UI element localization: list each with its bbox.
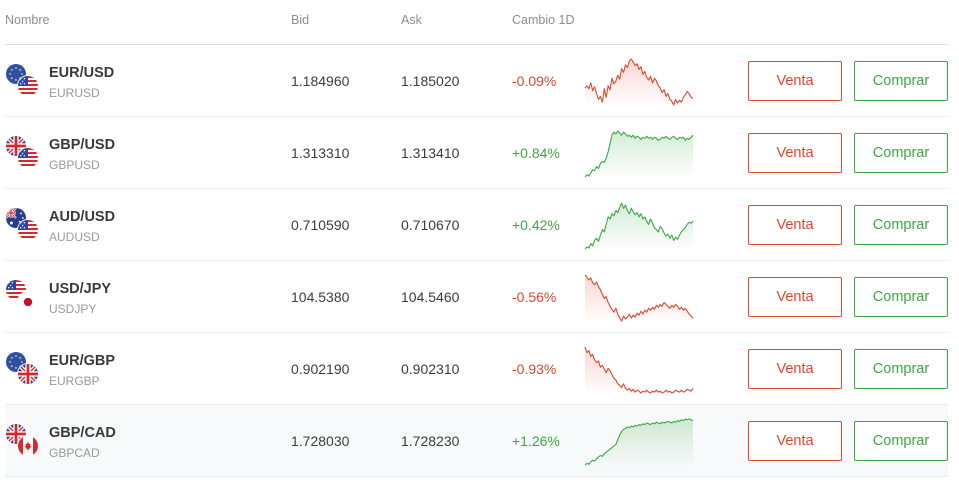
- sell-button[interactable]: Venta: [748, 205, 842, 245]
- sell-button[interactable]: Venta: [748, 61, 842, 101]
- sparkline-area: [585, 203, 693, 251]
- table-row[interactable]: GBP/CAD GBPCAD 1.728030 1.728230 +1.26% Venta…: [5, 405, 948, 477]
- ask-price: 0.902310: [401, 361, 460, 377]
- pair-symbol: EURGBP: [49, 374, 100, 388]
- currency-flags: [5, 63, 41, 99]
- table-row[interactable]: EUR/USD EURUSD 1.184960 1.185020 -0.09% Venta…: [5, 45, 948, 117]
- sparkline-chart: [583, 57, 695, 107]
- pair-name: GBP/CAD: [49, 425, 116, 441]
- sparkline-area: [585, 59, 693, 107]
- pair-symbol: GBPCAD: [49, 446, 100, 460]
- table-row[interactable]: GBP/USD GBPUSD 1.313310 1.313410 +0.84% Venta…: [5, 117, 948, 189]
- sparkline-line: [584, 202, 694, 250]
- pair-name: USD/JPY: [49, 281, 112, 297]
- ask-price: 1.185020: [401, 73, 460, 89]
- pair-name: GBP/USD: [49, 137, 116, 153]
- pair-name: AUD/USD: [49, 209, 116, 225]
- pair-name: EUR/GBP: [49, 353, 116, 369]
- sparkline-line: [584, 130, 694, 178]
- bid-price: 1.313310: [291, 145, 350, 161]
- pair-symbol: EURUSD: [49, 86, 100, 100]
- flag-eu-icon: [5, 63, 27, 85]
- bid-price: 0.902190: [291, 361, 350, 377]
- bid-price: 104.5380: [291, 289, 350, 305]
- ask-price: 1.313410: [401, 145, 460, 161]
- change-1d: +1.26%: [512, 433, 560, 449]
- sparkline-line: [584, 274, 694, 322]
- sparkline-line: [584, 58, 694, 106]
- column-header-name[interactable]: Nombre: [5, 13, 50, 27]
- change-1d: -0.93%: [512, 361, 557, 377]
- sparkline-line: [584, 346, 694, 394]
- table-body: EUR/USD EURUSD 1.184960 1.185020 -0.09% Venta…: [0, 45, 959, 477]
- buy-button[interactable]: Comprar: [854, 205, 948, 245]
- buy-button[interactable]: Comprar: [854, 61, 948, 101]
- sell-button[interactable]: Venta: [748, 277, 842, 317]
- change-1d: +0.84%: [512, 145, 560, 161]
- change-1d: -0.56%: [512, 289, 557, 305]
- change-1d: +0.42%: [512, 217, 560, 233]
- flag-gb-icon: [17, 363, 39, 385]
- buy-button[interactable]: Comprar: [854, 421, 948, 461]
- buy-button[interactable]: Comprar: [854, 349, 948, 389]
- currency-flags: [5, 207, 41, 243]
- pair-name: EUR/USD: [49, 65, 115, 81]
- flag-jp-icon: [17, 291, 39, 313]
- pair-symbol: GBPUSD: [49, 158, 100, 172]
- ask-price: 1.728230: [401, 433, 460, 449]
- flag-ca-icon: [17, 435, 39, 457]
- currency-flags: [5, 279, 41, 315]
- sell-button[interactable]: Venta: [748, 421, 842, 461]
- table-row[interactable]: EUR/GBP EURGBP 0.902190 0.902310 -0.93% Venta…: [5, 333, 948, 405]
- column-header-bid[interactable]: Bid: [291, 13, 310, 27]
- currency-flags: [5, 423, 41, 459]
- sparkline-area: [585, 131, 693, 179]
- flag-us-icon: [17, 75, 39, 97]
- bid-price: 1.728030: [291, 433, 350, 449]
- sparkline-area: [585, 347, 693, 395]
- buy-button[interactable]: Comprar: [854, 277, 948, 317]
- sell-button[interactable]: Venta: [748, 133, 842, 173]
- flag-us-icon: [17, 219, 39, 241]
- sparkline-line: [584, 418, 694, 466]
- sell-button[interactable]: Venta: [748, 349, 842, 389]
- currency-flags: [5, 351, 41, 387]
- bid-price: 1.184960: [291, 73, 350, 89]
- sparkline-chart: [583, 201, 695, 251]
- sparkline-chart: [583, 273, 695, 323]
- bid-price: 0.710590: [291, 217, 350, 233]
- sparkline-chart: [583, 345, 695, 395]
- buy-button[interactable]: Comprar: [854, 133, 948, 173]
- table-header: Nombre Bid Ask Cambio 1D: [5, 0, 948, 45]
- pair-symbol: USDJPY: [49, 302, 97, 316]
- ask-price: 104.5460: [401, 289, 460, 305]
- column-header-change[interactable]: Cambio 1D: [512, 13, 575, 27]
- flag-us-icon: [17, 147, 39, 169]
- flag-gb-icon: [5, 135, 27, 157]
- sparkline-chart: [583, 129, 695, 179]
- table-row[interactable]: AUD/USD AUDUSD 0.710590 0.710670 +0.42% Venta…: [5, 189, 948, 261]
- sparkline-area: [585, 275, 693, 323]
- sparkline-chart: [583, 417, 695, 467]
- column-header-ask[interactable]: Ask: [401, 13, 422, 27]
- currency-flags: [5, 135, 41, 171]
- pair-symbol: AUDUSD: [49, 230, 100, 244]
- table-row[interactable]: USD/JPY USDJPY 104.5380 104.5460 -0.56% Venta…: [5, 261, 948, 333]
- change-1d: -0.09%: [512, 73, 557, 89]
- ask-price: 0.710670: [401, 217, 460, 233]
- sparkline-area: [585, 419, 693, 467]
